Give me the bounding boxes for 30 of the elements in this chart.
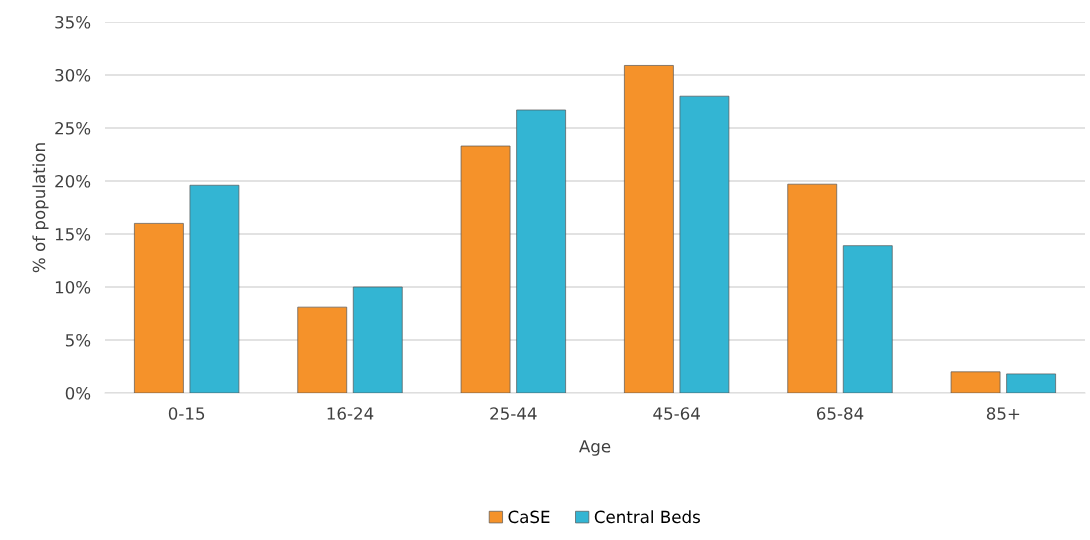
bar (297, 306, 348, 393)
bar (460, 145, 511, 393)
bar (679, 95, 730, 393)
y-tick-label: 25% (55, 121, 91, 135)
x-tick-label: 0-15 (168, 407, 205, 420)
y-axis-title: % of population (32, 143, 49, 273)
y-tick-label: 10% (55, 280, 91, 294)
bar (516, 109, 566, 393)
y-tick-label: 0% (65, 386, 91, 400)
x-tick-label: 45-64 (653, 407, 700, 420)
bar (1006, 373, 1056, 393)
x-tick-label: 65-84 (816, 407, 864, 420)
y-tick-label: 20% (55, 174, 91, 188)
x-tick-label: 85+ (986, 407, 1020, 420)
bar (624, 65, 674, 393)
bar (352, 286, 403, 393)
bar (842, 245, 893, 393)
bar (189, 184, 240, 393)
x-axis-title: Age (579, 440, 611, 456)
bar (950, 371, 1001, 393)
bar (134, 223, 184, 393)
x-tick-label: 25-44 (490, 407, 537, 420)
x-tick-label: 16-24 (327, 407, 374, 420)
legend-label: CaSE (508, 510, 550, 524)
y-tick-label: 15% (55, 227, 91, 241)
y-tick-label: 5% (65, 333, 91, 347)
bar (787, 183, 838, 393)
y-tick-label: 35% (55, 15, 91, 29)
y-tick-label: 30% (55, 68, 91, 82)
legend-label: Central Beds (594, 510, 700, 524)
